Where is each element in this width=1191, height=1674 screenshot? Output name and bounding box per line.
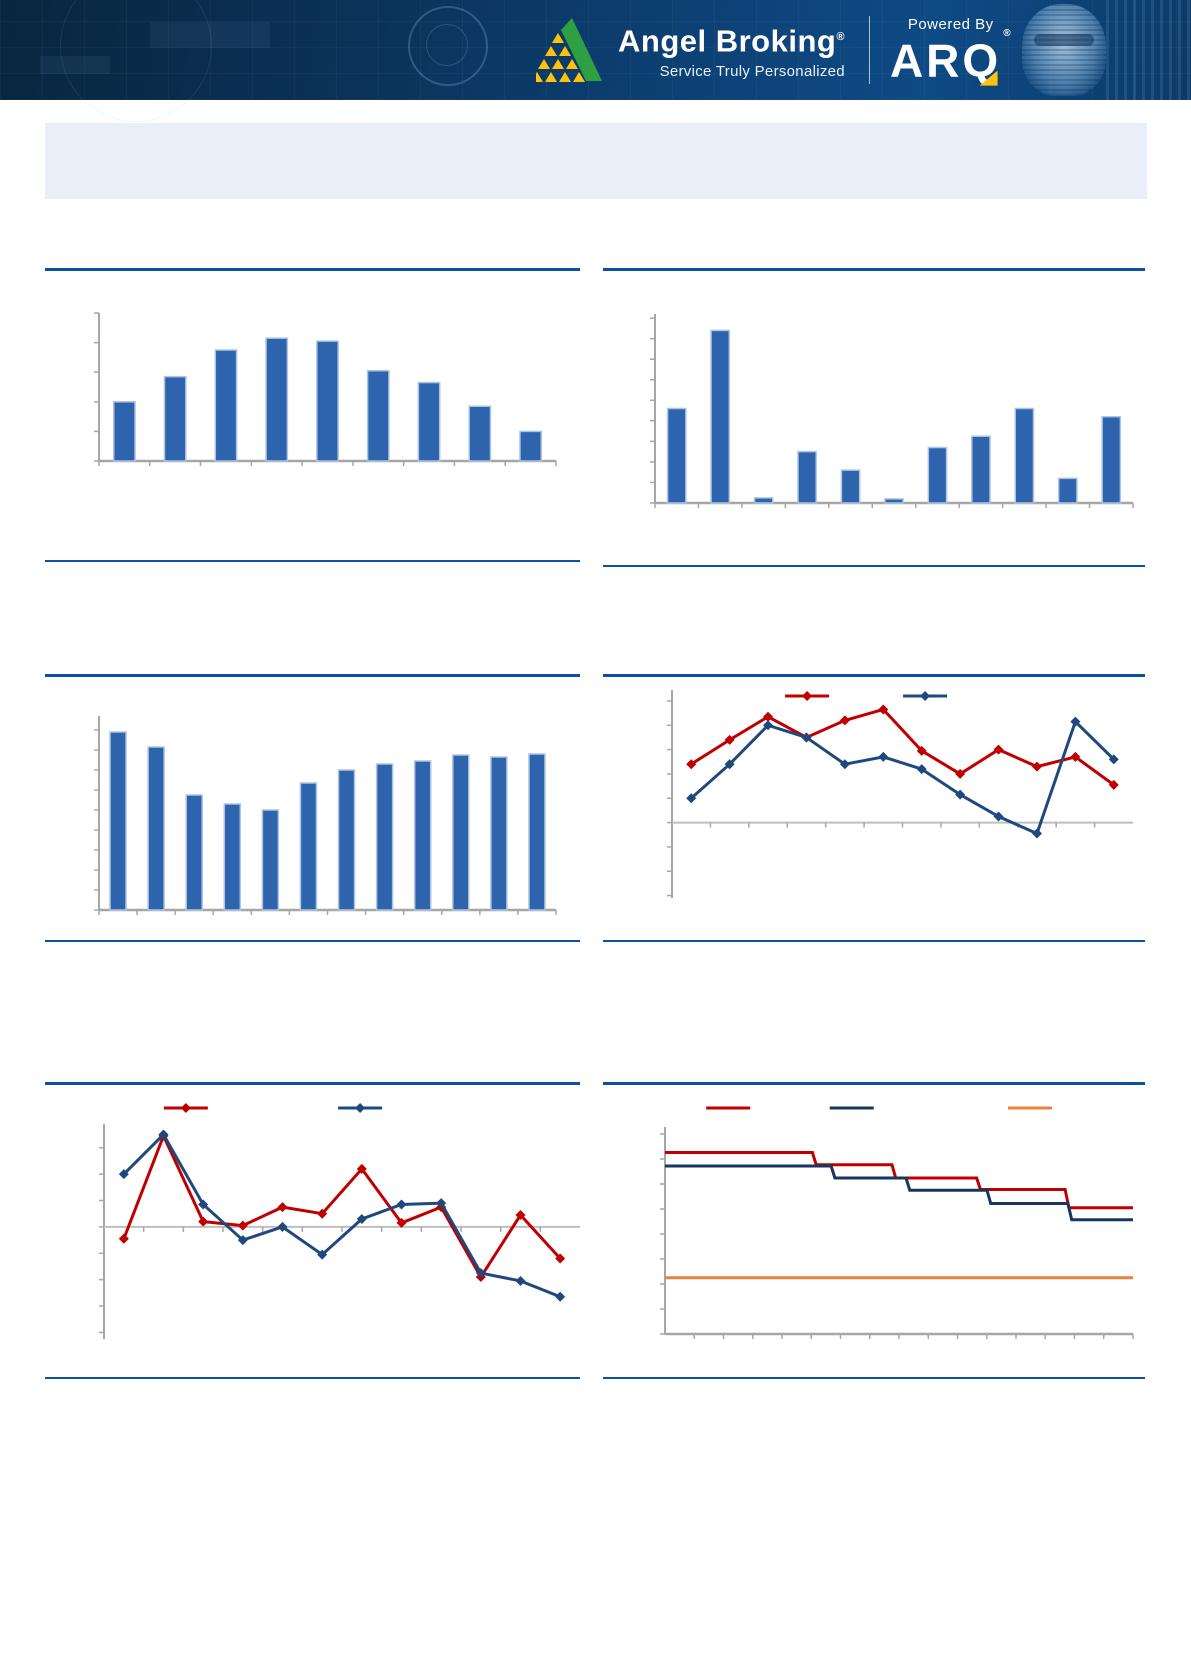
header-decor-block — [150, 22, 270, 48]
header-decor-block — [40, 56, 110, 74]
arq-registered-mark: ® — [1003, 28, 1014, 40]
robot-head-decor — [1022, 4, 1106, 96]
brand-registered-mark: ® — [836, 31, 845, 44]
chart-6-source-rule — [603, 1377, 1145, 1379]
robot-visor-decor — [1034, 34, 1094, 46]
chart-1-canvas — [87, 309, 560, 475]
chart-5-source-rule — [45, 1377, 580, 1379]
header-decor-gear-inner — [426, 24, 468, 66]
chart-5-canvas — [92, 1100, 584, 1353]
chart-3-title-rule — [45, 674, 580, 677]
chart-2-canvas — [643, 310, 1137, 517]
chart-1-title-rule — [45, 268, 580, 271]
report-header: Angel Broking® Service Truly Personalize… — [0, 0, 1191, 122]
brand-name: Angel Broking® — [618, 20, 845, 58]
chart-5-title-rule — [45, 1082, 580, 1085]
chart-2-source-rule — [603, 565, 1145, 567]
brand-text-block: Angel Broking® Service Truly Personalize… — [618, 20, 845, 80]
brand-tagline: Service Truly Personalized — [659, 62, 845, 80]
chart-6-title-rule — [603, 1082, 1145, 1085]
chart-3-canvas — [87, 712, 560, 924]
header-edge-pattern — [1106, 0, 1191, 100]
header-decor-gear-outer — [408, 6, 488, 86]
brand-cluster: Angel Broking® Service Truly Personalize… — [536, 10, 1012, 90]
chart-3-source-rule — [45, 940, 580, 942]
chart-6-canvas — [653, 1101, 1137, 1348]
chart-2-title-rule — [603, 268, 1145, 271]
brand-name-text: Angel Broking — [618, 23, 837, 59]
chart-1-source-rule — [45, 560, 580, 562]
chart-4-title-rule — [603, 674, 1145, 677]
powered-by-block: Powered By ARQ® — [890, 16, 1012, 86]
chart-4-canvas — [660, 686, 1137, 912]
summary-box — [45, 123, 1147, 199]
arq-logo: ARQ® — [890, 28, 1012, 86]
chart-4-source-rule — [603, 940, 1145, 942]
arq-logo-text: ARQ — [889, 34, 1002, 87]
header-divider — [868, 16, 870, 84]
powered-by-label: Powered By — [907, 16, 994, 34]
angel-broking-logo-icon — [536, 18, 602, 82]
